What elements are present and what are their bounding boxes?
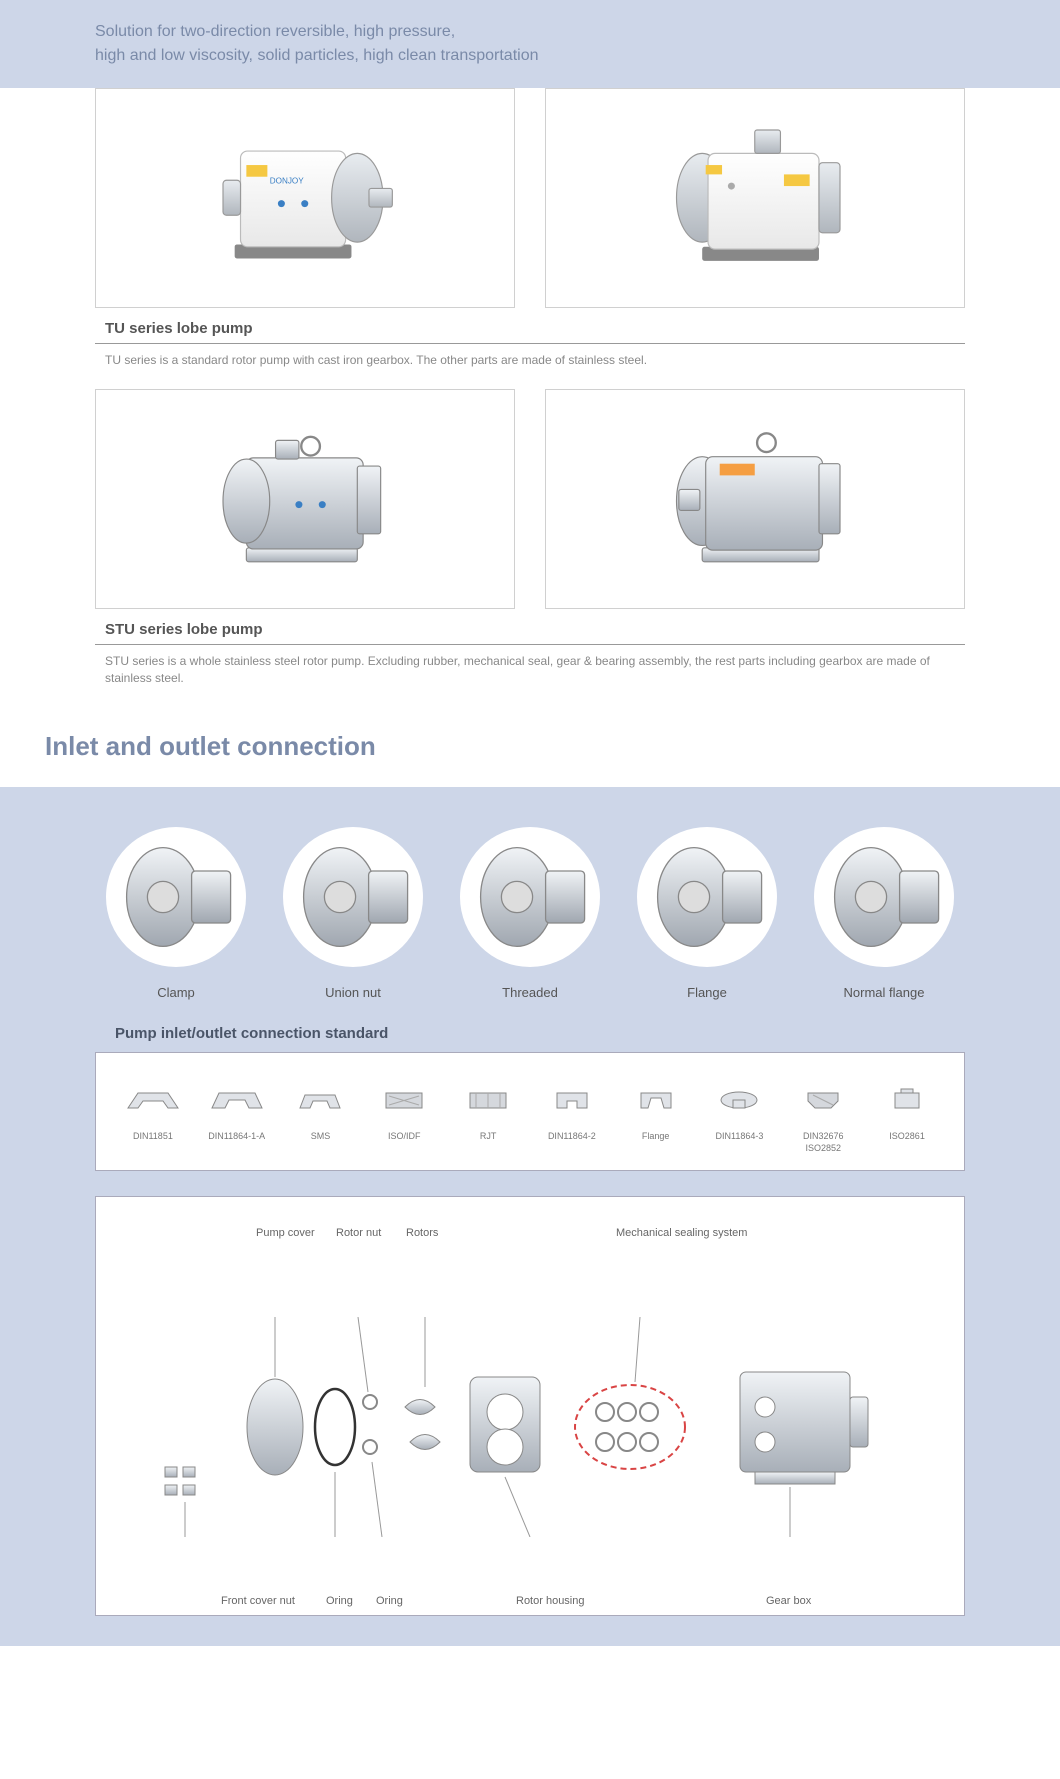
intro-banner: Solution for two-direction reversible, h… <box>0 0 1060 88</box>
standard-label: SMS <box>279 1131 363 1143</box>
standard-shape <box>698 1073 782 1123</box>
standard-label: ISO2861 <box>865 1131 949 1143</box>
connection-item: Threaded <box>449 827 611 1000</box>
exploded-label: Pump cover <box>256 1227 315 1239</box>
standard-label: DIN11864-3 <box>698 1131 782 1143</box>
exploded-label: Mechanical sealing system <box>616 1227 747 1239</box>
standard-item: DIN32676ISO2852 <box>781 1073 865 1154</box>
standard-item: ISO2861 <box>865 1073 949 1154</box>
connection-circle <box>106 827 246 967</box>
connection-row: Clamp Union nut Threaded <box>95 827 965 1000</box>
standard-shape <box>865 1073 949 1123</box>
intro-text: Solution for two-direction reversible, h… <box>95 20 965 88</box>
connection-label: Clamp <box>95 985 257 1000</box>
standard-label: DIN11864-1-A <box>195 1131 279 1143</box>
exploded-label: Rotors <box>406 1227 438 1239</box>
exploded-label: Front cover nut <box>221 1595 295 1607</box>
pump-illustration <box>148 417 462 581</box>
exploded-view: Pump cover Rotor nut Rotors Mechanical seal… <box>95 1196 965 1616</box>
standard-label: DIN11851 <box>111 1131 195 1143</box>
pump-card <box>545 88 965 308</box>
connection-item: Union nut <box>272 827 434 1000</box>
connection-circle <box>460 827 600 967</box>
pump-card: DONJOY <box>95 88 515 308</box>
standard-label: ISO/IDF <box>362 1131 446 1143</box>
pump-card <box>95 389 515 609</box>
standard-title: Pump inlet/outlet connection standard <box>95 1000 965 1052</box>
standard-shape <box>614 1073 698 1123</box>
connection-item: Flange <box>626 827 788 1000</box>
intro-line-2: high and low viscosity, solid particles,… <box>95 44 965 68</box>
pump-card <box>545 389 965 609</box>
svg-text:DONJOY: DONJOY <box>270 177 305 186</box>
connection-circle <box>814 827 954 967</box>
standard-box: DIN11851 DIN11864-1-A SMS ISO/IDF RJT DI… <box>95 1052 965 1170</box>
intro-line-1: Solution for two-direction reversible, h… <box>95 20 965 44</box>
pump-illustration: DONJOY <box>148 116 462 280</box>
pump-illustration <box>598 116 912 280</box>
standard-item: DIN11864-3 <box>698 1073 782 1154</box>
pump-image-box <box>545 88 965 308</box>
standard-item: ISO/IDF <box>362 1073 446 1154</box>
connection-label: Normal flange <box>803 985 965 1000</box>
standard-label: Flange <box>614 1131 698 1143</box>
standard-item: DIN11864-2 <box>530 1073 614 1154</box>
stu-series-section: STU series lobe pump STU series is a who… <box>0 389 1060 707</box>
standard-item: DIN11851 <box>111 1073 195 1154</box>
connection-label: Flange <box>626 985 788 1000</box>
series-title: STU series lobe pump <box>95 613 965 645</box>
tu-series-section: DONJOY <box>0 88 1060 389</box>
connection-item: Normal flange <box>803 827 965 1000</box>
standard-label: RJT <box>446 1131 530 1143</box>
connection-circle <box>283 827 423 967</box>
exploded-illustration <box>136 1317 924 1537</box>
standard-shape <box>362 1073 446 1123</box>
standard-shape <box>781 1073 865 1123</box>
standard-label: DIN11864-2 <box>530 1131 614 1143</box>
connection-circle <box>637 827 777 967</box>
series-title: TU series lobe pump <box>95 312 965 344</box>
connection-label: Threaded <box>449 985 611 1000</box>
exploded-label: Oring <box>376 1595 403 1607</box>
standard-item: DIN11864-1-A <box>195 1073 279 1154</box>
connection-label: Union nut <box>272 985 434 1000</box>
standard-shape <box>111 1073 195 1123</box>
series-desc: TU series is a standard rotor pump with … <box>95 344 965 389</box>
standard-label: DIN32676ISO2852 <box>781 1131 865 1154</box>
pump-illustration <box>598 417 912 581</box>
exploded-label: Gear box <box>766 1595 811 1607</box>
standard-shape <box>279 1073 363 1123</box>
standard-item: SMS <box>279 1073 363 1154</box>
standard-item: RJT <box>446 1073 530 1154</box>
standard-shape <box>195 1073 279 1123</box>
connection-item: Clamp <box>95 827 257 1000</box>
exploded-label: Oring <box>326 1595 353 1607</box>
standard-item: Flange <box>614 1073 698 1154</box>
standard-shape <box>446 1073 530 1123</box>
section-heading: Inlet and outlet connection <box>0 706 1060 787</box>
exploded-label: Rotor nut <box>336 1227 381 1239</box>
series-desc: STU series is a whole stainless steel ro… <box>95 645 965 707</box>
connections-section: Clamp Union nut Threaded <box>0 787 1060 1645</box>
pump-image-box <box>545 389 965 609</box>
pump-image-box <box>95 389 515 609</box>
exploded-parts <box>136 1317 924 1537</box>
pump-image-box: DONJOY <box>95 88 515 308</box>
exploded-label: Rotor housing <box>516 1595 585 1607</box>
standard-shape <box>530 1073 614 1123</box>
